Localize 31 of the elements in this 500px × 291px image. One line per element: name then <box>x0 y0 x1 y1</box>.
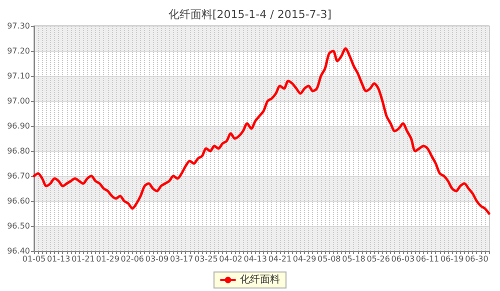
x-tick-label: 04-21 <box>268 254 292 264</box>
x-tick-label: 06-11 <box>416 254 440 264</box>
y-tick-label: 97.00 <box>7 96 30 106</box>
x-tick-label: 01-05 <box>22 254 46 264</box>
x-tick-label: 06-03 <box>391 254 415 264</box>
x-tick-label: 06-19 <box>440 254 464 264</box>
y-tick-label: 96.60 <box>7 196 30 206</box>
y-tick-label: 96.50 <box>7 222 30 230</box>
chart-title: 化纤面料[2015-1-4 / 2015-7-3] <box>168 8 332 21</box>
y-tick-label: 96.80 <box>7 146 30 156</box>
y-tick-label: 96.40 <box>7 246 30 256</box>
x-tick-label: 01-21 <box>72 254 95 264</box>
x-tick-label: 04-02 <box>219 254 242 264</box>
y-tick-label: 96.70 <box>7 172 30 180</box>
x-tick-label: 01-13 <box>46 254 70 264</box>
x-tick-label: 03-25 <box>194 254 218 264</box>
x-tick-label: 04-13 <box>244 254 267 264</box>
x-tick-label: 02-06 <box>120 254 144 264</box>
y-tick-label: 97.20 <box>7 46 30 56</box>
x-tick-label: 06-30 <box>465 254 488 264</box>
x-tick-label: 04-29 <box>292 254 316 264</box>
y-tick-label: 97.10 <box>7 72 30 80</box>
y-tick-label: 96.90 <box>7 122 30 130</box>
x-tick-label: 03-17 <box>170 254 194 264</box>
legend-label: 化纤面料 <box>240 274 280 286</box>
x-tick-label: 05-08 <box>318 254 341 264</box>
x-tick-label: 01-29 <box>96 254 120 264</box>
x-tick-label: 05-26 <box>366 254 390 264</box>
x-tick-label: 05-18 <box>342 254 366 264</box>
x-tick-label: 03-09 <box>145 254 169 264</box>
y-tick-label: 97.30 <box>7 22 30 30</box>
